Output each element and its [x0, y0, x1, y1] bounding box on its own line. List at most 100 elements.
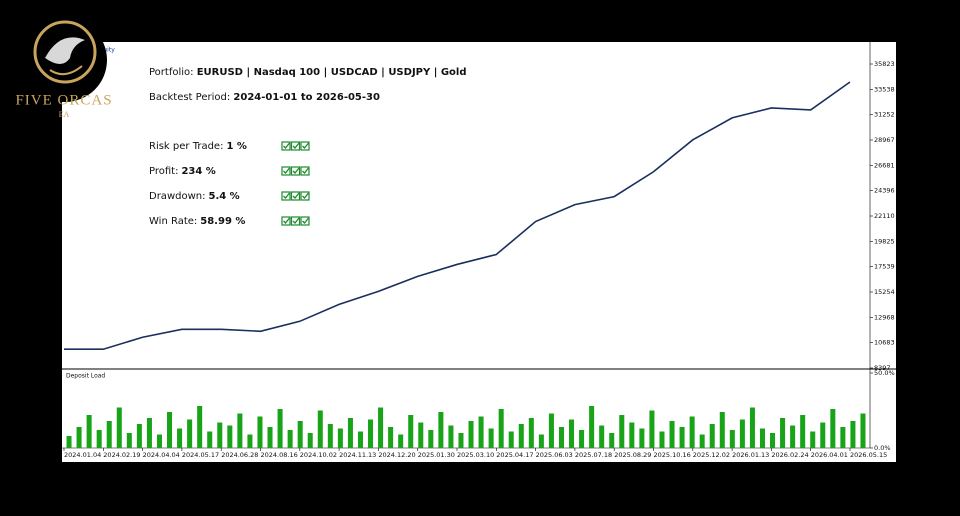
y-tick-label: 12968: [874, 313, 895, 321]
check-icon: [290, 216, 301, 226]
deposit-bar: [378, 407, 384, 448]
deposit-bar: [518, 424, 524, 448]
deposit-bar: [488, 428, 494, 448]
deposit-bar: [207, 431, 213, 448]
deposit-bar: [599, 425, 605, 448]
deposit-bar: [458, 433, 464, 448]
check-icon: [281, 216, 291, 226]
deposit-bar: [800, 415, 806, 448]
deposit-bar: [780, 418, 786, 448]
portfolio-line: Portfolio: EURUSD | Nasdaq 100 | USDCAD …: [149, 67, 467, 78]
x-tick-label: 2026.04.01: [811, 451, 848, 459]
check-mark: [302, 142, 310, 149]
deposit-bar: [478, 416, 484, 448]
deposit-bar: [619, 415, 625, 448]
deposit-bar: [639, 428, 645, 448]
chart-panel: [62, 42, 896, 462]
check-mark: [292, 192, 300, 199]
label: Win Rate:: [149, 216, 197, 227]
logo-ring: [33, 20, 97, 84]
deposit-bar: [187, 419, 193, 448]
check-mark: [283, 142, 291, 149]
x-tick-label: 2026.01.13: [732, 451, 769, 459]
check-mark: [302, 167, 310, 174]
check-icon: [290, 141, 301, 151]
label: Portfolio:: [149, 67, 194, 78]
x-tick-label: 2025.10.16: [654, 451, 691, 459]
stat-row: Risk per Trade: 1 %: [149, 141, 247, 152]
deposit-bar: [347, 418, 353, 448]
deposit-bar: [749, 407, 755, 448]
y-tick-label: 17539: [874, 263, 895, 271]
value: 2024-01-01 to 2026-05-30: [233, 92, 380, 103]
label: Profit:: [149, 166, 178, 177]
y-tick-label: 28967: [874, 136, 895, 144]
panel-title: Deposit Load: [66, 373, 105, 380]
deposit-bar: [86, 415, 92, 448]
overlay: Portfolio: EURUSD | Nasdaq 100 | USDCAD …: [149, 67, 467, 227]
check-icon: [300, 216, 310, 226]
deposit-bar: [287, 430, 293, 448]
deposit-bar: [709, 424, 715, 448]
deposit-bar: [106, 421, 112, 448]
period-line: Backtest Period: 2024-01-01 to 2026-05-3…: [149, 92, 380, 103]
logo-wave: [49, 65, 83, 76]
y-tick-label: 50.0%: [874, 369, 895, 377]
deposit-bar: [337, 428, 343, 448]
deposit-bar: [277, 409, 283, 448]
deposit-bar: [418, 422, 424, 448]
check-mark: [302, 192, 310, 199]
deposit-bar: [609, 433, 615, 448]
deposit-bar: [579, 430, 585, 448]
deposit-bar: [66, 436, 72, 448]
deposit-bar: [840, 427, 846, 448]
deposit-bar: [327, 424, 333, 448]
value: 5.4 %: [208, 191, 239, 202]
deposit-bar: [146, 418, 152, 448]
check-mark: [283, 192, 291, 199]
deposit-bar: [810, 431, 816, 448]
value: 234 %: [181, 166, 215, 177]
check-icon: [290, 166, 301, 176]
x-tick-label: 2024.06.28: [221, 451, 258, 459]
deposit-bar: [267, 427, 273, 448]
deposit-bar: [820, 422, 826, 448]
x-tick-label: 2024.02.19: [103, 451, 140, 459]
label: Drawdown:: [149, 191, 205, 202]
deposit-bar: [569, 419, 575, 448]
deposit-bar: [408, 415, 414, 448]
y-tick-label: 22110: [874, 212, 895, 220]
deposit-bar: [197, 406, 203, 448]
deposit-bar: [538, 434, 544, 448]
deposit-bar: [357, 431, 363, 448]
deposit-bar: [669, 421, 675, 448]
deposit-bar: [790, 425, 796, 448]
deposit-bar: [860, 413, 866, 448]
label: Risk per Trade:: [149, 141, 223, 152]
y-tick-label: 19825: [874, 237, 895, 245]
deposit-bar: [247, 434, 253, 448]
deposit-bar: [850, 421, 856, 448]
x-tick-label: 2024.05.17: [182, 451, 219, 459]
deposit-bar: [729, 430, 735, 448]
stat-row: Drawdown: 5.4 %: [149, 191, 240, 202]
deposit-bar: [659, 431, 665, 448]
check-icon: [300, 166, 310, 176]
deposit-bar: [468, 421, 474, 448]
logo: FIVE ORCAS EA: [15, 18, 112, 119]
stat-row: Win Rate: 58.99 %: [149, 216, 245, 227]
y-tick-label: 10683: [874, 339, 895, 347]
deposit-bar: [649, 410, 655, 448]
deposit-bar: [317, 410, 323, 448]
value: EURUSD | Nasdaq 100 | USDCAD | USDJPY | …: [197, 67, 467, 78]
deposit-bar: [307, 433, 313, 448]
deposit-bar: [297, 421, 303, 448]
deposit-bar: [398, 434, 404, 448]
x-tick-label: 2024.01.04: [64, 451, 101, 459]
deposit-bar: [719, 412, 725, 448]
logo-name: FIVE ORCAS: [15, 92, 112, 108]
stat-row: Profit: 234 %: [149, 166, 216, 177]
value: 58.99 %: [200, 216, 245, 227]
x-tick-label: 2026.05.15: [850, 451, 887, 459]
deposit-bar: [438, 412, 444, 448]
